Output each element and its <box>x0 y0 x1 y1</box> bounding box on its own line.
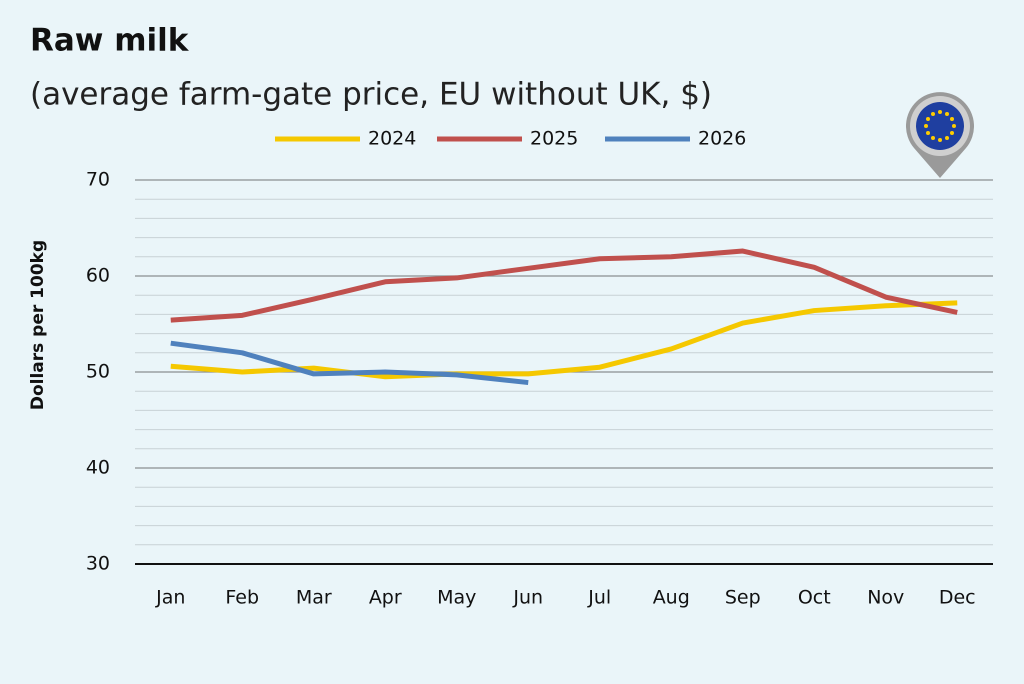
legend-label: 2024 <box>368 128 416 150</box>
line-series <box>170 340 529 386</box>
x-tick-label: Jul <box>587 587 611 609</box>
legend-label: 2025 <box>530 128 578 150</box>
x-tick-label: Jun <box>512 587 543 609</box>
x-tick-label: Aug <box>653 587 690 609</box>
x-tick-label: Feb <box>225 587 259 609</box>
y-tick-label: 60 <box>86 265 110 287</box>
legend-label: 2026 <box>698 128 746 150</box>
y-axis-label: Dollars per 100kg <box>28 240 48 410</box>
eu-pin-icon <box>905 92 974 178</box>
x-tick-label: Mar <box>296 587 332 609</box>
chart-subtitle: (average farm-gate price, EU without UK,… <box>30 77 712 113</box>
x-tick-label: Dec <box>939 587 976 609</box>
y-tick-label: 50 <box>86 361 110 383</box>
x-tick-label: Apr <box>369 587 402 609</box>
x-tick-label: May <box>437 587 476 609</box>
y-tick-label: 70 <box>86 169 110 191</box>
y-tick-label: 30 <box>86 553 110 575</box>
y-tick-label: 40 <box>86 457 110 479</box>
x-tick-label: Nov <box>867 587 904 609</box>
x-tick-label: Jan <box>155 587 185 609</box>
line-series <box>170 248 958 323</box>
x-tick-label: Oct <box>798 587 831 609</box>
x-tick-label: Sep <box>725 587 761 609</box>
chart-title: Raw milk <box>30 23 190 59</box>
